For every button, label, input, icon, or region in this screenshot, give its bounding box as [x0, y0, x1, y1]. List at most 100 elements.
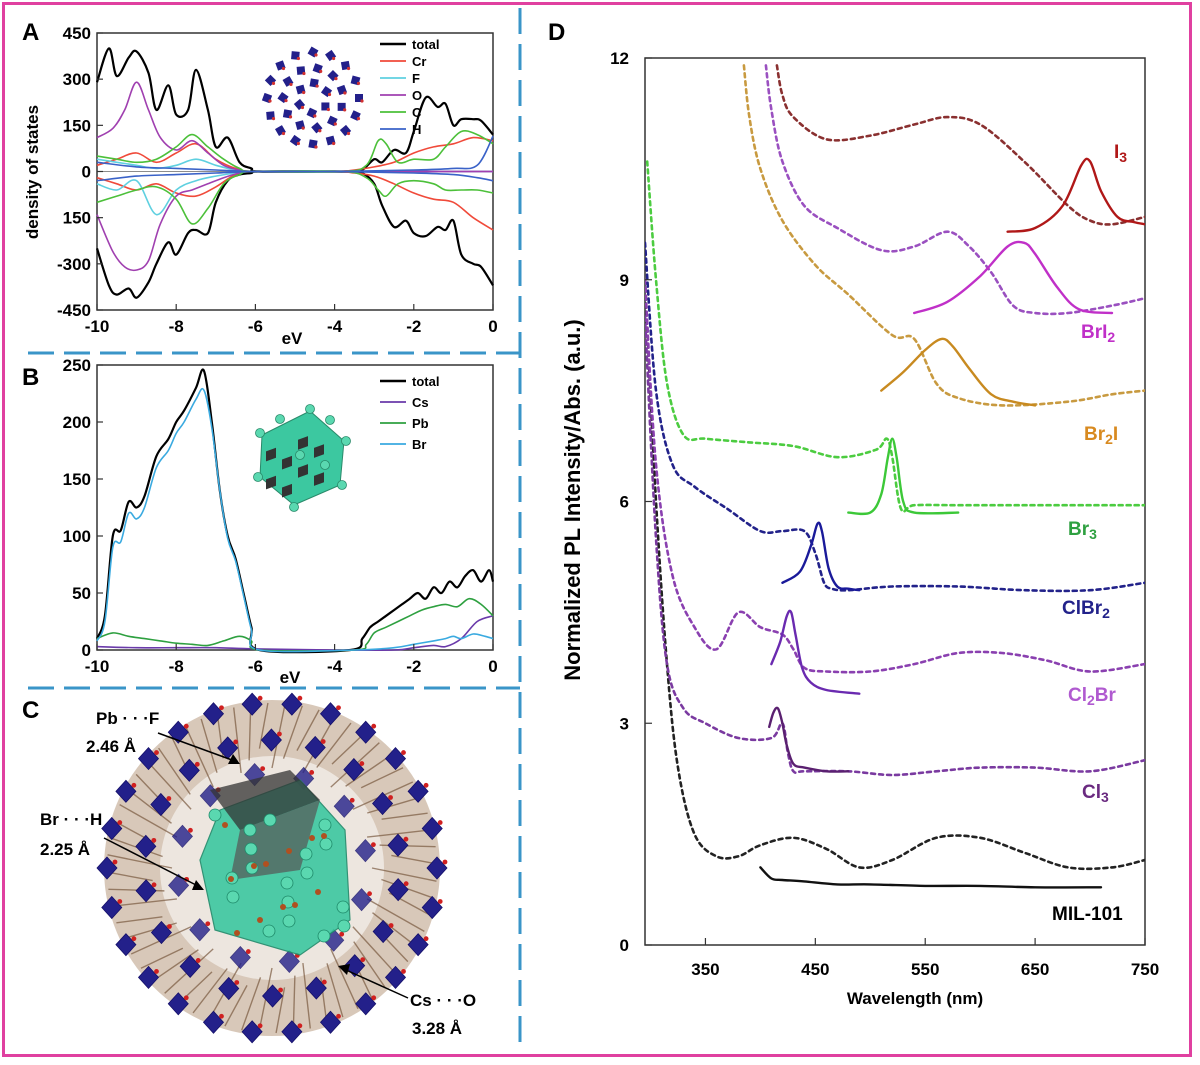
cr-octahedron	[135, 834, 157, 858]
br-atom	[337, 480, 347, 490]
annotation-pb-f-label: Pb · · ·F	[96, 709, 159, 728]
oxygen-atom	[333, 122, 337, 126]
oxygen-atom	[346, 66, 351, 71]
oxygen-atom	[205, 921, 211, 927]
oxygen-atom	[296, 141, 300, 146]
y-tick-label: 6	[620, 493, 629, 512]
br-atom	[337, 919, 351, 933]
y-tick-label: 150	[63, 116, 91, 135]
cr-octahedron	[337, 102, 346, 111]
cs-site	[282, 455, 292, 470]
oxygen-atom	[327, 92, 332, 97]
y-tick-label: 150	[63, 470, 91, 489]
ylabel-a: density of states	[23, 105, 42, 239]
oxygen-atom	[356, 117, 361, 121]
label-cl2br: Cl2Br	[1068, 685, 1117, 708]
y-tick-label: 450	[63, 24, 91, 43]
cr-octahedron	[372, 791, 394, 816]
legend-label: O	[412, 88, 422, 103]
br-atom	[325, 415, 335, 425]
pb-atom	[292, 902, 298, 908]
cr-octahedron	[305, 976, 327, 1000]
oxygen-atom	[388, 923, 394, 928]
oxygen-atom	[151, 837, 157, 843]
cs-site	[266, 475, 276, 490]
linker-bond	[367, 829, 433, 838]
cs-site	[266, 447, 276, 462]
oxygen-atom	[314, 53, 318, 57]
y-tick-label: 0	[82, 163, 91, 182]
linker-bond	[140, 947, 184, 969]
series-line-h	[96, 170, 494, 182]
linker-bond	[367, 796, 422, 814]
oxygen-atom	[321, 979, 327, 985]
arrowhead-icon	[228, 754, 240, 764]
oxygen-atom	[297, 695, 303, 701]
linker-bond	[360, 767, 404, 789]
oxygen-atom	[437, 899, 443, 904]
x-tick-label: 650	[1021, 960, 1049, 979]
cr-octahedron	[171, 824, 193, 848]
linker-bond	[106, 871, 153, 882]
arrowhead-icon	[338, 964, 350, 975]
br-atom	[289, 502, 299, 512]
series-cl3-abs	[645, 315, 1145, 777]
linker-bond	[200, 718, 218, 773]
annotation-cs-o-label: Cs · · ·O	[410, 991, 476, 1010]
oxygen-atom	[403, 836, 409, 842]
series-i3-pl	[1006, 157, 1145, 233]
cr-octahedron	[178, 758, 200, 782]
cs-site	[298, 464, 308, 478]
y-tick-label: 12	[610, 49, 629, 68]
legend-label: total	[412, 374, 439, 389]
linker-bond	[116, 916, 163, 924]
cr-octahedron	[372, 919, 394, 944]
oxygen-atom	[117, 820, 123, 825]
annotation-br-h-value: 2.25 Å	[40, 840, 90, 859]
series-br2i-pl	[880, 337, 1037, 407]
br-atom	[243, 823, 257, 837]
y-tick-label: -300	[57, 255, 91, 274]
oxygen-atom	[423, 936, 429, 942]
oxygen-atom	[343, 91, 347, 95]
x-tick-label: 450	[801, 960, 829, 979]
cr-octahedron	[319, 1010, 342, 1034]
br-atom	[341, 436, 351, 446]
series-line-br	[96, 387, 494, 653]
cr-octahedron	[101, 816, 123, 841]
y-tick-label: 50	[72, 584, 91, 603]
dos-chart-a: 450 300 150 0 150 -300 -450 -10 -8 -6 -4 -2 0 densi…	[23, 24, 498, 348]
linker-bond	[224, 985, 248, 1027]
cr-octahedron	[218, 976, 240, 1001]
annotation-cs-o-arrow	[345, 969, 409, 999]
oxygen-atom	[154, 969, 159, 974]
x-tick-label: -4	[327, 317, 343, 336]
y-tick-label: 0	[620, 936, 629, 955]
oxygen-atom	[260, 766, 266, 771]
cr-octahedron	[115, 933, 137, 957]
oxygen-atom	[278, 987, 283, 993]
series-bri2-abs	[764, 64, 1145, 316]
oxygen-atom	[319, 69, 323, 73]
br-atom	[226, 890, 240, 904]
pb-atom	[321, 833, 327, 839]
ylabel-d: Normalized PL Intensity/Abs. (a.u.)	[560, 319, 585, 680]
pb-atom	[228, 876, 234, 882]
oxygen-atom	[332, 56, 336, 61]
x-tick-label: 0	[488, 657, 497, 676]
cspbbr3-cluster-inset	[253, 404, 351, 512]
label-br2i: Br2I	[1084, 424, 1118, 447]
x-tick-label: -4	[327, 657, 343, 676]
linker-bond	[146, 760, 192, 810]
linker-bond	[366, 898, 425, 932]
cr-octahedron	[384, 965, 407, 990]
oxygen-atom	[403, 881, 409, 887]
legend-label: Cr	[412, 54, 426, 69]
br-atom	[318, 818, 332, 832]
cr-octahedron	[137, 746, 160, 771]
oxygen-atom	[314, 145, 318, 149]
cr-octahedron	[229, 945, 251, 970]
linker-bond	[352, 926, 398, 976]
